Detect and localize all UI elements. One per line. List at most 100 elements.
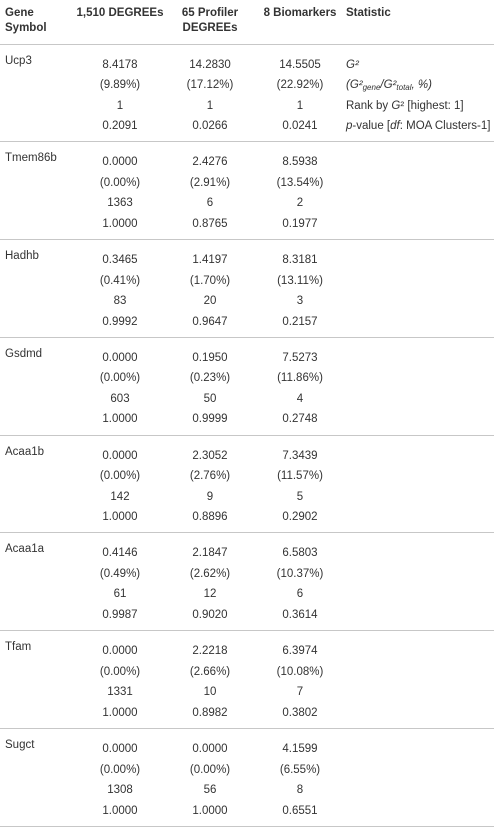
rank-value: 10 <box>203 686 217 699</box>
g2-percent: (11.57%) <box>277 470 323 483</box>
gene-symbol-cell: Tfam <box>5 641 32 654</box>
g2-percent: (0.41%) <box>99 274 141 287</box>
statistic-pvalue-label: p-value [df: MOA Clusters-1] <box>346 116 494 137</box>
p-value: 0.3802 <box>282 706 318 719</box>
gene-symbol-cell: Sugct <box>5 739 35 752</box>
ratio-suffix: , %) <box>411 79 432 91</box>
g2-value: 0.1950 <box>192 351 228 364</box>
value-cell-c3: 7.3439 (11.57%) 5 0.2902 <box>256 435 344 533</box>
rank-value: 1363 <box>107 197 133 210</box>
table-row: Acaa1a 0.4146 (0.49%) 61 0.9987 2.1847 (2.62%)… <box>0 533 494 631</box>
g2-value: 4.1599 <box>282 743 318 756</box>
table-row: Hadhb 0.3465 (0.41%) 83 0.9992 1.4197 (1.70%) 2… <box>0 240 494 338</box>
g2-value: 0.0000 <box>102 645 138 658</box>
g2-value: 0.0000 <box>102 351 138 364</box>
ratio-sub-total: total <box>396 83 412 92</box>
statistic-cell: G² (G²gene/G²total, %) Rank by G² [highest… <box>344 44 494 142</box>
g2-value: 14.2830 <box>189 58 231 71</box>
rank-value: 1 <box>116 99 124 112</box>
g2-percent: (1.70%) <box>189 274 231 287</box>
g2-value: 1.4197 <box>192 254 228 267</box>
table-row: Ucp3 8.4178 (9.89%) 1 0.2091 14.2830 (17.12%) 1… <box>0 44 494 142</box>
header-8-biomarkers: 8 Biomarkers <box>263 7 337 19</box>
p-value: 0.2157 <box>282 315 318 328</box>
value-cell-c2: 0.1950 (0.23%) 50 0.9999 <box>164 337 256 435</box>
statistic-cell <box>344 337 494 435</box>
p-value: 0.9647 <box>192 315 228 328</box>
g2-value: 2.2218 <box>192 645 228 658</box>
g2-value: 2.4276 <box>192 156 228 169</box>
rank-value: 6 <box>206 197 214 210</box>
statistic-cell <box>344 435 494 533</box>
p-value: 1.0000 <box>102 804 138 817</box>
g2-percent: (2.91%) <box>189 176 231 189</box>
rank-value: 61 <box>113 588 127 601</box>
g2-percent: (13.54%) <box>276 176 324 189</box>
value-cell-c3: 14.5505 (22.92%) 1 0.0241 <box>256 44 344 142</box>
header-statistic: Statistic <box>346 7 391 19</box>
g2-percent: (0.00%) <box>99 372 141 385</box>
rank-value: 603 <box>110 392 130 405</box>
header-65-profiler-degrees: 65 Profiler DEGREEs <box>181 7 239 34</box>
g2-percent: (0.00%) <box>99 470 141 483</box>
value-cell-c1: 0.4146 (0.49%) 61 0.9987 <box>76 533 164 631</box>
table-row: Tmem86b 0.0000 (0.00%) 1363 1.0000 2.4276 (2.9… <box>0 142 494 240</box>
rank-value: 1308 <box>107 784 133 797</box>
gene-symbol-cell: Ucp3 <box>5 54 32 67</box>
statistic-g2-label: G² <box>346 55 494 76</box>
value-cell-c2: 2.3052 (2.76%) 9 0.8896 <box>164 435 256 533</box>
pvalue-mid: -value [ <box>352 120 391 132</box>
g2-value: 0.0000 <box>102 156 138 169</box>
g2-value: 0.3465 <box>102 254 138 267</box>
ratio-prefix: (G² <box>346 79 363 91</box>
ratio-sub-gene: gene <box>362 83 381 92</box>
gene-symbol-cell: Hadhb <box>5 250 39 263</box>
header-1510-degrees: 1,510 DEGREEs <box>76 7 164 19</box>
p-value: 0.1977 <box>282 217 318 230</box>
value-cell-c3: 6.5803 (10.37%) 6 0.3614 <box>256 533 344 631</box>
p-value: 0.2748 <box>282 413 318 426</box>
table-row: Gsdmd 0.0000 (0.00%) 603 1.0000 0.1950 (0.23%)… <box>0 337 494 436</box>
g2-percent: (10.08%) <box>276 665 324 678</box>
p-value: 0.9999 <box>192 413 228 426</box>
value-cell-c3: 6.3974 (10.08%) 7 0.3802 <box>256 631 344 729</box>
g2-percent: (10.37%) <box>276 567 324 580</box>
g2-value: 0.0000 <box>192 743 228 756</box>
g2-percent: (2.66%) <box>189 665 231 678</box>
rank-value: 83 <box>113 295 127 308</box>
g2-value: 8.5938 <box>282 156 318 169</box>
statistic-cell <box>344 142 494 240</box>
p-value: 1.0000 <box>192 804 228 817</box>
rank-value: 4 <box>296 392 304 405</box>
g2-percent: (11.86%) <box>277 372 323 385</box>
g2-value: 7.3439 <box>282 449 318 462</box>
p-value: 0.8765 <box>192 217 228 230</box>
value-cell-c1: 0.0000 (0.00%) 603 1.0000 <box>76 337 164 435</box>
statistic-cell <box>344 631 494 729</box>
value-cell-c1: 0.0000 (0.00%) 1363 1.0000 <box>76 142 164 240</box>
g2-value: 0.0000 <box>102 449 138 462</box>
pvalue-df: df <box>390 120 400 132</box>
value-cell-c1: 0.0000 (0.00%) 1331 1.0000 <box>76 631 164 729</box>
statistic-rank-label: Rank by G² [highest: 1] <box>346 96 494 117</box>
value-cell-c1: 8.4178 (9.89%) 1 0.2091 <box>76 44 164 142</box>
rank-value: 2 <box>296 197 304 210</box>
g2-text: G² <box>346 58 359 71</box>
rank-value: 56 <box>203 784 217 797</box>
table-row: Acaa1b 0.0000 (0.00%) 142 1.0000 2.3052 (2.76%… <box>0 435 494 533</box>
rank-value: 8 <box>296 784 304 797</box>
value-cell-c2: 2.1847 (2.62%) 12 0.9020 <box>164 533 256 631</box>
g2-percent: (0.00%) <box>189 763 231 776</box>
p-value: 0.6551 <box>282 804 318 817</box>
value-cell-c2: 1.4197 (1.70%) 20 0.9647 <box>164 240 256 338</box>
g2-percent: (0.00%) <box>99 763 141 776</box>
rank-value: 9 <box>206 490 214 503</box>
p-value: 0.2902 <box>282 511 318 524</box>
g2-value: 6.3974 <box>282 645 318 658</box>
rank-value: 12 <box>203 588 217 601</box>
gene-symbol-cell: Gsdmd <box>5 347 43 360</box>
g2-percent: (6.55%) <box>279 763 321 776</box>
table-row: Tfam 0.0000 (0.00%) 1331 1.0000 2.2218 (2.66%)… <box>0 631 494 729</box>
